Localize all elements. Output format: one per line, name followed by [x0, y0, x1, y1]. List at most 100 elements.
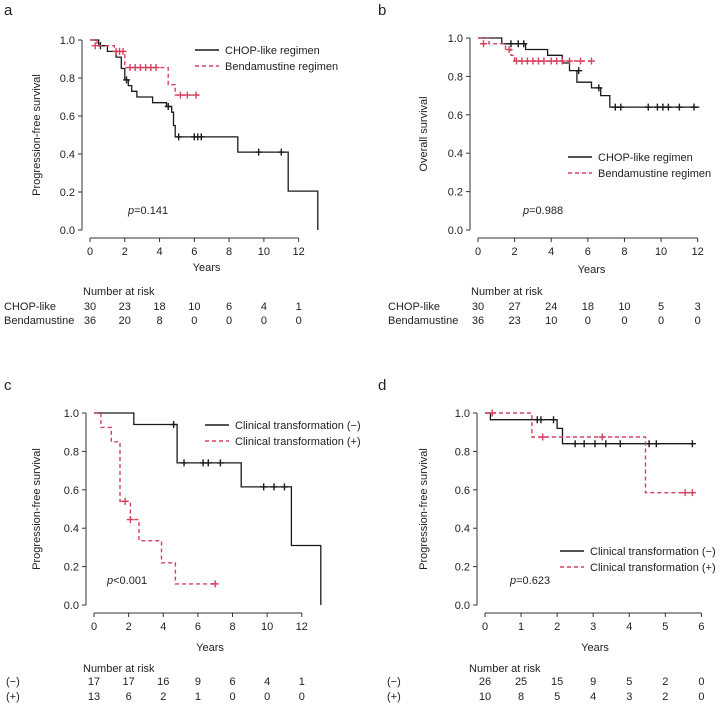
y-axis-title: Overall survival: [418, 96, 430, 171]
censor-mark: [580, 440, 588, 448]
risk-count: 10: [188, 301, 200, 313]
y-tick-label: 0.0: [60, 225, 75, 237]
risk-count: 1: [296, 301, 302, 313]
censor-mark: [488, 409, 496, 417]
censor-mark: [197, 133, 205, 141]
censor-mark: [507, 40, 515, 48]
risk-row-label: Bendamustine: [4, 315, 74, 327]
censor-mark: [566, 57, 574, 65]
p-value: p<0.001: [106, 575, 147, 587]
x-tick-label: 4: [160, 621, 166, 633]
axes: 0.0 0.2 0.4 0.6 0.8 1.0 0 1 2 3 4 5 6 Years Progressio…: [418, 408, 704, 654]
risk-count: 9: [195, 676, 201, 688]
legend-label: Bendamustine regimen: [225, 61, 338, 73]
risk-count: 17: [123, 676, 135, 688]
y-axis-title: Progression-free survival: [31, 448, 43, 570]
risk-table: Number at risk CHOP-like 30 27 24 18 10 5 3 Benda…: [388, 286, 701, 327]
y-tick-label: 0.4: [64, 523, 79, 535]
risk-count: 27: [508, 301, 520, 313]
panel-letter: a: [4, 2, 13, 19]
censor-mark: [664, 103, 672, 111]
censor-mark: [540, 57, 548, 65]
risk-row-label: CHOP-like: [388, 301, 440, 313]
risk-table-title: Number at risk: [471, 286, 543, 298]
y-tick-label: 0.6: [455, 485, 470, 497]
p-value: p=0.988: [522, 205, 563, 217]
censor-mark: [505, 46, 513, 54]
x-tick-label: 4: [156, 246, 162, 258]
legend: CHOP-like regimen Bendamustine regimen: [195, 45, 338, 73]
risk-count: 0: [698, 676, 704, 688]
y-tick-label: 0.8: [64, 446, 79, 458]
risk-count: 1: [195, 691, 201, 703]
x-tick-label: 2: [126, 621, 132, 633]
risk-count: 0: [695, 315, 701, 327]
y-tick-label: 0.4: [60, 149, 75, 161]
legend-label: CHOP-like regimen: [225, 45, 320, 57]
x-tick-label: 6: [191, 246, 197, 258]
censor-mark: [537, 416, 545, 424]
legend-label: Clinical transformation (−): [590, 546, 716, 558]
x-tick-label: 0: [87, 246, 93, 258]
risk-count: 0: [264, 691, 270, 703]
risk-count: 4: [264, 676, 270, 688]
p-value-text: =0.988: [529, 205, 563, 217]
y-tick-label: 0.2: [455, 562, 470, 574]
panel-letter: b: [378, 2, 386, 19]
risk-count: 26: [479, 676, 491, 688]
risk-count: 0: [585, 315, 591, 327]
y-axis-title: Progression-free survival: [418, 448, 430, 570]
risk-count: 25: [515, 676, 527, 688]
km-curve: [478, 37, 700, 108]
risk-count: 0: [226, 315, 232, 327]
risk-count: 1: [299, 676, 305, 688]
censor-mark: [645, 440, 653, 448]
risk-row-label: (+): [387, 691, 401, 703]
x-tick-label: 0: [482, 621, 488, 633]
p-value-text: =0.623: [516, 575, 550, 587]
censor-mark: [211, 580, 219, 588]
x-tick-label: 12: [293, 246, 305, 258]
y-tick-label: 0.0: [448, 225, 463, 237]
risk-count: 13: [88, 691, 100, 703]
risk-count: 36: [472, 315, 484, 327]
censor-mark: [616, 440, 624, 448]
censor-mark: [123, 76, 131, 84]
y-tick-label: 0.8: [448, 71, 463, 83]
p-value-symbol: p: [522, 205, 529, 217]
risk-count: 0: [261, 315, 267, 327]
censor-mark: [119, 47, 127, 55]
legend-label: Clinical transformation (−): [235, 420, 361, 432]
risk-count: 30: [84, 301, 96, 313]
risk-count: 15: [551, 676, 563, 688]
censor-mark: [280, 483, 288, 491]
censor-mark: [520, 40, 528, 48]
p-value-symbol: p: [509, 575, 516, 587]
p-value-text: =0.141: [134, 205, 168, 217]
x-tick-label: 6: [195, 621, 201, 633]
censor-mark: [121, 497, 129, 505]
y-tick-label: 0.2: [64, 562, 79, 574]
censor-mark: [270, 483, 278, 491]
x-axis-title: Years: [193, 262, 221, 274]
legend-label: Clinical transformation (+): [235, 436, 361, 448]
censor-mark: [180, 459, 188, 467]
km-curve: [485, 412, 695, 445]
censor-mark: [644, 103, 652, 111]
risk-count: 5: [554, 691, 560, 703]
risk-table-title: Number at risk: [83, 663, 155, 675]
risk-count: 9: [590, 676, 596, 688]
risk-count: 3: [695, 301, 701, 313]
x-tick-label: 10: [655, 246, 667, 258]
censor-mark: [675, 103, 683, 111]
censor-mark: [598, 433, 606, 441]
risk-row-label: (−): [6, 676, 20, 688]
risk-count: 0: [621, 315, 627, 327]
km-curve: [94, 412, 322, 605]
censor-mark: [550, 416, 558, 424]
risk-row-label: (+): [6, 691, 20, 703]
x-tick-label: 0: [475, 246, 481, 258]
legend: CHOP-like regimen Bendamustine regimen: [568, 152, 711, 180]
y-tick-label: 0.4: [448, 148, 463, 160]
